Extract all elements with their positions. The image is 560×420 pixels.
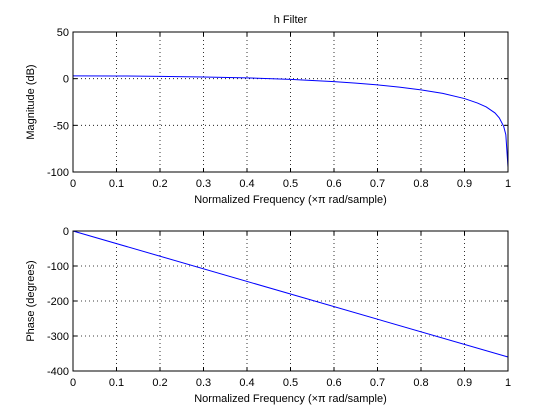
phase-plot: 0 0.1 0.2 0.3 0.4 0.5 0.6 0.7 0.8 0.9 1 -400 -300 -20… — [25, 226, 511, 405]
magnitude-plot-x-tick-label: 0.3 — [196, 178, 211, 190]
magnitude-plot-xlabel: Normalized Frequency (×π rad/sample) — [194, 194, 387, 206]
magnitude-plot-x-tick-label: 0.8 — [413, 178, 428, 190]
phase-plot-xlabel: Normalized Frequency (×π rad/sample) — [194, 393, 387, 405]
phase-plot-y-tick-label: 0 — [63, 226, 69, 238]
phase-plot-series-line — [72, 230, 509, 358]
phase-plot-x-tick-label: 0.3 — [196, 377, 211, 389]
magnitude-plot: 0 0.1 0.2 0.3 0.4 0.5 0.6 0.7 0.8 0.9 1 -100 -50 0 50 h… — [25, 14, 511, 206]
phase-plot-x-tick-label: 0.2 — [152, 377, 167, 389]
phase-plot-x-tick-label: 0.7 — [370, 377, 385, 389]
magnitude-plot-y-tick-label: -50 — [53, 120, 69, 132]
magnitude-plot-x-tick-label: 0.9 — [457, 178, 472, 190]
magnitude-plot-title: h Filter — [274, 14, 308, 26]
phase-plot-x-tick-label: 0.4 — [239, 377, 254, 389]
magnitude-plot-x-tick-label: 0 — [70, 178, 76, 190]
magnitude-plot-x-tick-label: 0.5 — [283, 178, 298, 190]
phase-plot-x-tick-label: 0.8 — [413, 377, 428, 389]
phase-plot-x-tick-label: 0 — [70, 377, 76, 389]
magnitude-plot-x-tick-label: 0.6 — [326, 178, 341, 190]
magnitude-plot-y-tick-label: -100 — [47, 167, 69, 179]
phase-plot-x-tick-label: 0.1 — [109, 377, 124, 389]
magnitude-plot-x-tick-label: 1 — [505, 178, 511, 190]
magnitude-plot-ylabel: Magnitude (dB) — [25, 64, 37, 139]
phase-plot-y-tick-label: -400 — [47, 366, 69, 378]
magnitude-plot-series-line — [72, 75, 509, 168]
magnitude-plot-x-tick-label: 0.1 — [109, 178, 124, 190]
phase-plot-x-tick-label: 0.6 — [326, 377, 341, 389]
phase-plot-x-tick-label: 1 — [505, 377, 511, 389]
phase-plot-y-tick-label: -200 — [47, 296, 69, 308]
magnitude-plot-x-tick-label: 0.2 — [152, 178, 167, 190]
phase-plot-x-tick-label: 0.5 — [283, 377, 298, 389]
magnitude-plot-y-tick-label: 50 — [57, 27, 69, 39]
magnitude-plot-y-tick-label: 0 — [63, 74, 69, 86]
phase-plot-ylabel: Phase (degrees) — [25, 260, 37, 341]
phase-plot-y-tick-label: -100 — [47, 261, 69, 273]
phase-plot-y-tick-label: -300 — [47, 331, 69, 343]
magnitude-plot-x-tick-label: 0.7 — [370, 178, 385, 190]
magnitude-plot-x-tick-label: 0.4 — [239, 178, 254, 190]
phase-plot-x-tick-label: 0.9 — [457, 377, 472, 389]
